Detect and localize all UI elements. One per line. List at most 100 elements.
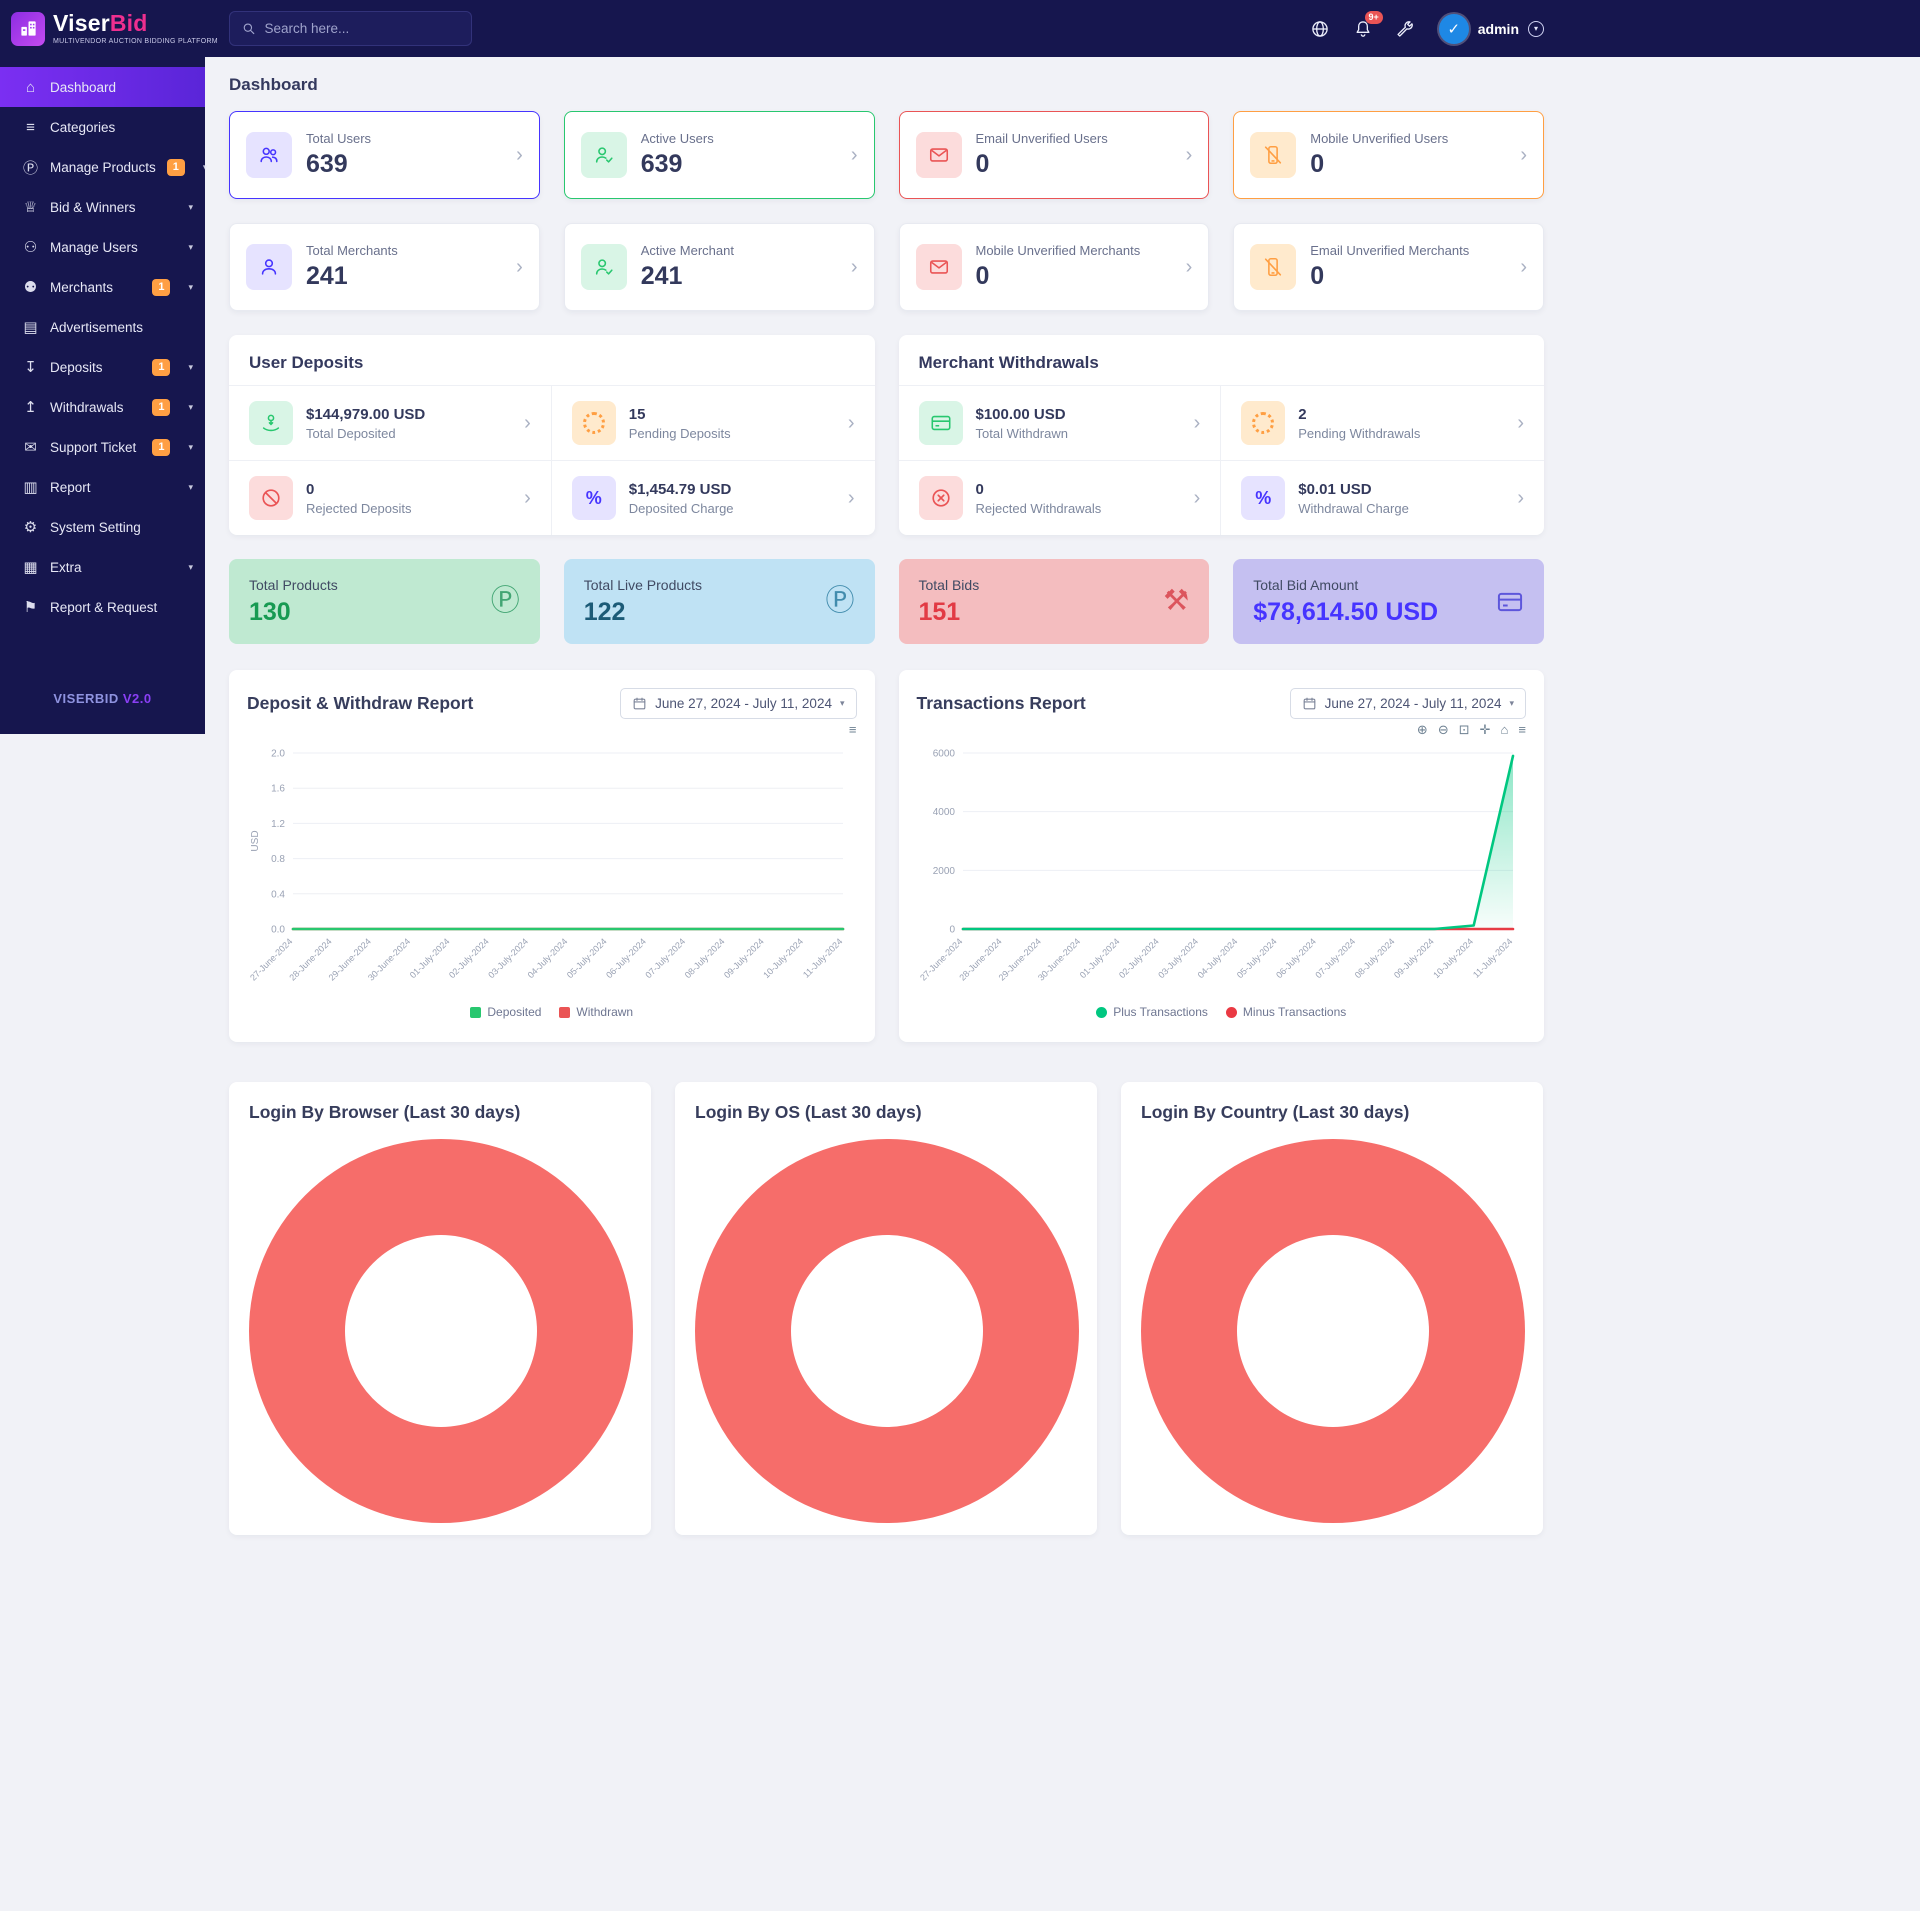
admin-name: admin [1477, 20, 1519, 37]
stat-card-active-merchant[interactable]: Active Merchant 241 › [563, 223, 875, 311]
date-range-picker[interactable]: June 27, 2024 - July 11, 2024 ▾ [1289, 688, 1526, 719]
transactions-report-card: Transactions Report June 27, 2024 - July… [898, 670, 1544, 1042]
svg-text:05-July-2024: 05-July-2024 [1234, 936, 1278, 980]
sidebar-item-report[interactable]: ▥ Report ▾ [23, 479, 193, 496]
admin-menu[interactable]: ✓ admin ▾ [1438, 13, 1544, 44]
sidebar-item-categories[interactable]: ≡ Categories [0, 107, 205, 147]
sidebar-item-system-setting[interactable]: ⚙ System Setting [23, 519, 141, 536]
product-circle-icon: Ⓟ [825, 585, 855, 617]
sidebar-item-withdrawals[interactable]: ↥ Withdrawals 1 ▾ [0, 387, 205, 427]
count-badge: 1 [152, 398, 171, 416]
user-icon [246, 244, 292, 290]
zoom-in-icon[interactable]: ⊕ [1416, 722, 1428, 737]
rejected-withdrawals-cell[interactable]: 0 Rejected Withdrawals › [898, 460, 1222, 535]
rejected-deposits-cell[interactable]: 0 Rejected Deposits › [229, 460, 552, 535]
total-deposited-cell[interactable]: $144,979.00 USD Total Deposited › [229, 385, 552, 460]
svg-text:03-July-2024: 03-July-2024 [486, 936, 530, 980]
menu-icon[interactable]: ≡ [1518, 722, 1526, 737]
chevron-right-icon: › [850, 256, 858, 278]
svg-text:02-July-2024: 02-July-2024 [447, 936, 491, 980]
search-input[interactable] [264, 21, 459, 36]
stat-card-email-unverified-merchants[interactable]: Email Unverified Merchants 0 › [1233, 223, 1544, 311]
notifications-bell-icon[interactable]: 9+ [1353, 10, 1383, 39]
svg-text:10-July-2024: 10-July-2024 [761, 936, 805, 980]
chevron-right-icon: › [847, 412, 855, 434]
total-withdrawn-cell[interactable]: $100.00 USD Total Withdrawn › [898, 385, 1222, 460]
chevron-down-icon: ▾ [188, 281, 193, 292]
wrench-icon[interactable] [1396, 19, 1416, 39]
sidebar-item-deposits[interactable]: ↧ Deposits 1 ▾ [0, 347, 205, 387]
pending-withdrawals-cell[interactable]: 2 Pending Withdrawals › [1221, 385, 1544, 460]
chart-title: Transactions Report [916, 693, 1086, 713]
svg-text:2.0: 2.0 [271, 749, 285, 760]
withdrawal-charge-cell[interactable]: % $0.01 USD Withdrawal Charge › [1221, 460, 1544, 535]
stat-card-total-merchants[interactable]: Total Merchants 241 › [229, 223, 540, 311]
pan-icon[interactable]: ✛ [1479, 722, 1491, 737]
chevron-down-icon: ▾ [188, 201, 193, 212]
svg-text:10-July-2024: 10-July-2024 [1431, 936, 1475, 980]
pending-deposits-cell[interactable]: 15 Pending Deposits › [551, 385, 875, 460]
sidebar-item-manage-products[interactable]: Ⓟ Manage Products 1 ▾ [0, 147, 207, 187]
brand-logo[interactable]: ViserBid MULTIVENDOR AUCTION BIDDING PLA… [0, 0, 218, 57]
donut-title: Login By OS (Last 30 days) [695, 1102, 922, 1122]
count-badge: 1 [152, 438, 171, 456]
panel-title: User Deposits [249, 353, 364, 372]
svg-text:1.2: 1.2 [271, 819, 285, 830]
svg-text:06-July-2024: 06-July-2024 [1274, 936, 1318, 980]
app-version: VISERBID V2.0 [53, 691, 152, 706]
stat-card-mobile-unverified-users[interactable]: Mobile Unverified Users 0 › [1233, 111, 1544, 199]
count-badge: 1 [152, 278, 171, 296]
sidebar-item-report-request[interactable]: ⚑ Report & Request [23, 599, 158, 616]
stat-card-active-users[interactable]: Active Users 639 › [563, 111, 875, 199]
sidebar-item-manage-users[interactable]: ⚇ Manage Users ▾ [23, 239, 193, 256]
gear-icon: ⚙ [23, 519, 38, 536]
login-by-country-card: Login By Country (Last 30 days) [1121, 1082, 1543, 1535]
sidebar-item-dashboard[interactable]: ⌂ Dashboard [0, 67, 205, 107]
donuts-row: Login By Browser (Last 30 days) Login By… [229, 1082, 1544, 1535]
login-by-country-donut-chart[interactable] [1141, 1139, 1525, 1523]
svg-text:06-July-2024: 06-July-2024 [604, 936, 648, 980]
selection-zoom-icon[interactable]: ⊡ [1458, 722, 1470, 737]
tile-total-bid-amount[interactable]: Total Bid Amount $78,614.50 USD [1233, 559, 1544, 644]
charts-row: Deposit & Withdraw Report June 27, 2024 … [229, 670, 1544, 1042]
date-range-picker[interactable]: June 27, 2024 - July 11, 2024 ▾ [620, 688, 857, 719]
svg-text:2000: 2000 [932, 866, 955, 877]
phone-slash-icon [1250, 244, 1297, 290]
svg-text:0.0: 0.0 [271, 925, 285, 936]
search-box[interactable] [229, 11, 472, 46]
sidebar-item-extra[interactable]: ▦ Extra ▾ [23, 559, 193, 576]
deposit-withdraw-chart[interactable]: 0.0 0.4 0.8 1.2 1.6 2.0 27-June-2024 28-June-20… [247, 741, 857, 1005]
sidebar-item-advertisements[interactable]: ▤ Advertisements [23, 319, 144, 336]
topbar: 9+ ✓ admin ▾ [205, 0, 1920, 57]
sidebar-item-support-ticket[interactable]: ✉ Support Ticket 1 ▾ [0, 427, 205, 467]
page-title: Dashboard [229, 75, 318, 94]
tile-total-bids[interactable]: Total Bids 151 ⚒ [898, 559, 1210, 644]
chevron-right-icon: › [1517, 412, 1524, 434]
sidebar-item-bid-winners[interactable]: ♕ Bid & Winners ▾ [23, 199, 193, 216]
menu-icon[interactable]: ≡ [848, 722, 857, 737]
deposited-charge-cell[interactable]: % $1,454.79 USD Deposited Charge › [551, 460, 875, 535]
svg-text:USD: USD [250, 830, 261, 851]
stat-card-mobile-unverified-merchants[interactable]: Mobile Unverified Merchants 0 › [898, 223, 1210, 311]
flag-icon: ⚑ [23, 599, 38, 616]
users-group-icon [246, 132, 292, 178]
stat-card-total-users[interactable]: Total Users 639 › [229, 111, 540, 199]
report-icon: ▥ [23, 479, 38, 496]
chevron-right-icon: › [1520, 144, 1527, 166]
stats-row-users: Total Users 639 › Active Users 639 › Email… [229, 111, 1544, 199]
tile-total-products[interactable]: Total Products 130 Ⓟ [229, 559, 540, 644]
chevron-right-icon: › [524, 412, 531, 434]
login-by-browser-donut-chart[interactable] [249, 1139, 633, 1523]
reset-zoom-home-icon[interactable]: ⌂ [1500, 722, 1509, 737]
transactions-chart[interactable]: 0 2000 4000 6000 27-June-2024 28-June-2024 29-… [917, 741, 1527, 1005]
login-by-os-donut-chart[interactable] [695, 1139, 1079, 1523]
chevron-right-icon: › [850, 144, 858, 166]
sidebar-item-merchants[interactable]: ⚉ Merchants 1 ▾ [23, 278, 193, 296]
stat-card-email-unverified-users[interactable]: Email Unverified Users 0 › [898, 111, 1210, 199]
login-by-browser-card: Login By Browser (Last 30 days) [229, 1082, 651, 1535]
globe-icon[interactable] [1310, 19, 1330, 39]
chevron-down-icon: ▾ [839, 698, 845, 708]
tile-total-live-products[interactable]: Total Live Products 122 Ⓟ [563, 559, 875, 644]
svg-text:09-July-2024: 09-July-2024 [1391, 936, 1435, 980]
zoom-out-icon[interactable]: ⊖ [1437, 722, 1449, 737]
